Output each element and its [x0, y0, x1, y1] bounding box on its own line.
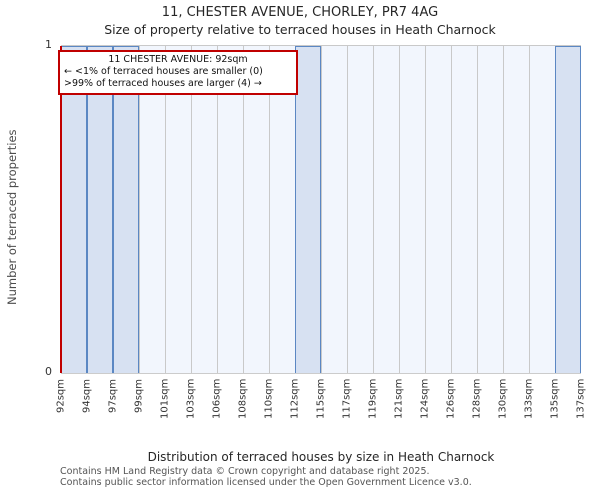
x-tick-label: 121sqm: [393, 379, 405, 420]
gridline: [502, 46, 504, 373]
x-tick-label: 133sqm: [523, 379, 535, 420]
x-tick-label: 117sqm: [341, 379, 353, 420]
gridline: [164, 46, 166, 373]
x-tick-label: 119sqm: [367, 379, 379, 420]
x-tick-label: 97sqm: [107, 379, 119, 414]
x-tick-label: 137sqm: [575, 379, 587, 420]
x-tick-label: 101sqm: [159, 379, 171, 420]
y-axis-tick-1: 1: [45, 38, 52, 51]
annotation-box: 11 CHESTER AVENUE: 92sqm ← <1% of terrac…: [58, 50, 298, 95]
bar-112sqm: [295, 46, 321, 373]
x-tick-label: 124sqm: [419, 379, 431, 420]
bar-97sqm: [113, 46, 139, 373]
page-title: 11, CHESTER AVENUE, CHORLEY, PR7 4AG: [161, 5, 439, 20]
gridline: [190, 46, 192, 373]
annotation-larger: >99% of terraced houses are larger (4) →: [64, 78, 262, 89]
annotation-property: 11 CHESTER AVENUE: 92sqm: [108, 54, 248, 65]
footer-copyright: Contains HM Land Registry data © Crown c…: [60, 466, 430, 477]
x-tick-label: 130sqm: [497, 379, 509, 420]
gridline: [398, 46, 400, 373]
chart-subtitle: Size of property relative to terraced ho…: [104, 22, 496, 37]
x-tick-label: 115sqm: [315, 379, 327, 420]
gridline: [528, 46, 530, 373]
gridline: [138, 46, 140, 373]
gridline: [372, 46, 374, 373]
x-tick-label: 99sqm: [133, 379, 145, 414]
gridline: [320, 46, 322, 373]
gridline: [268, 46, 270, 373]
x-tick-label: 103sqm: [185, 379, 197, 420]
x-axis-label: Distribution of terraced houses by size …: [147, 450, 495, 464]
y-axis-tick-0: 0: [45, 365, 52, 378]
x-axis-ticks: 92sqm 94sqm 97sqm 99sqm 101sqm 103sqm 106sqm 10…: [56, 379, 587, 455]
bar-135sqm: [555, 46, 581, 373]
gridline: [424, 46, 426, 373]
y-axis-label: Number of terraced properties: [5, 129, 19, 306]
x-tick-label: 110sqm: [263, 379, 275, 420]
x-tick-label: 126sqm: [445, 379, 457, 420]
gridline: [346, 46, 348, 373]
x-tick-label: 108sqm: [237, 379, 249, 420]
x-tick-label: 94sqm: [81, 379, 93, 414]
x-tick-label: 135sqm: [549, 379, 561, 420]
annotation-smaller: ← <1% of terraced houses are smaller (0): [64, 66, 263, 77]
plot-area: [60, 45, 581, 374]
gridline: [216, 46, 218, 373]
footer-licence: Contains public sector information licen…: [60, 477, 472, 488]
gridline: [450, 46, 452, 373]
gridline: [476, 46, 478, 373]
x-tick-label: 106sqm: [211, 379, 223, 420]
bar-94sqm: [87, 46, 113, 373]
x-tick-label: 92sqm: [55, 379, 67, 414]
property-size-marker-line: [60, 46, 62, 373]
x-tick-label: 128sqm: [471, 379, 483, 420]
bar-92sqm: [61, 46, 87, 373]
gridline: [242, 46, 244, 373]
x-tick-label: 112sqm: [289, 379, 301, 420]
